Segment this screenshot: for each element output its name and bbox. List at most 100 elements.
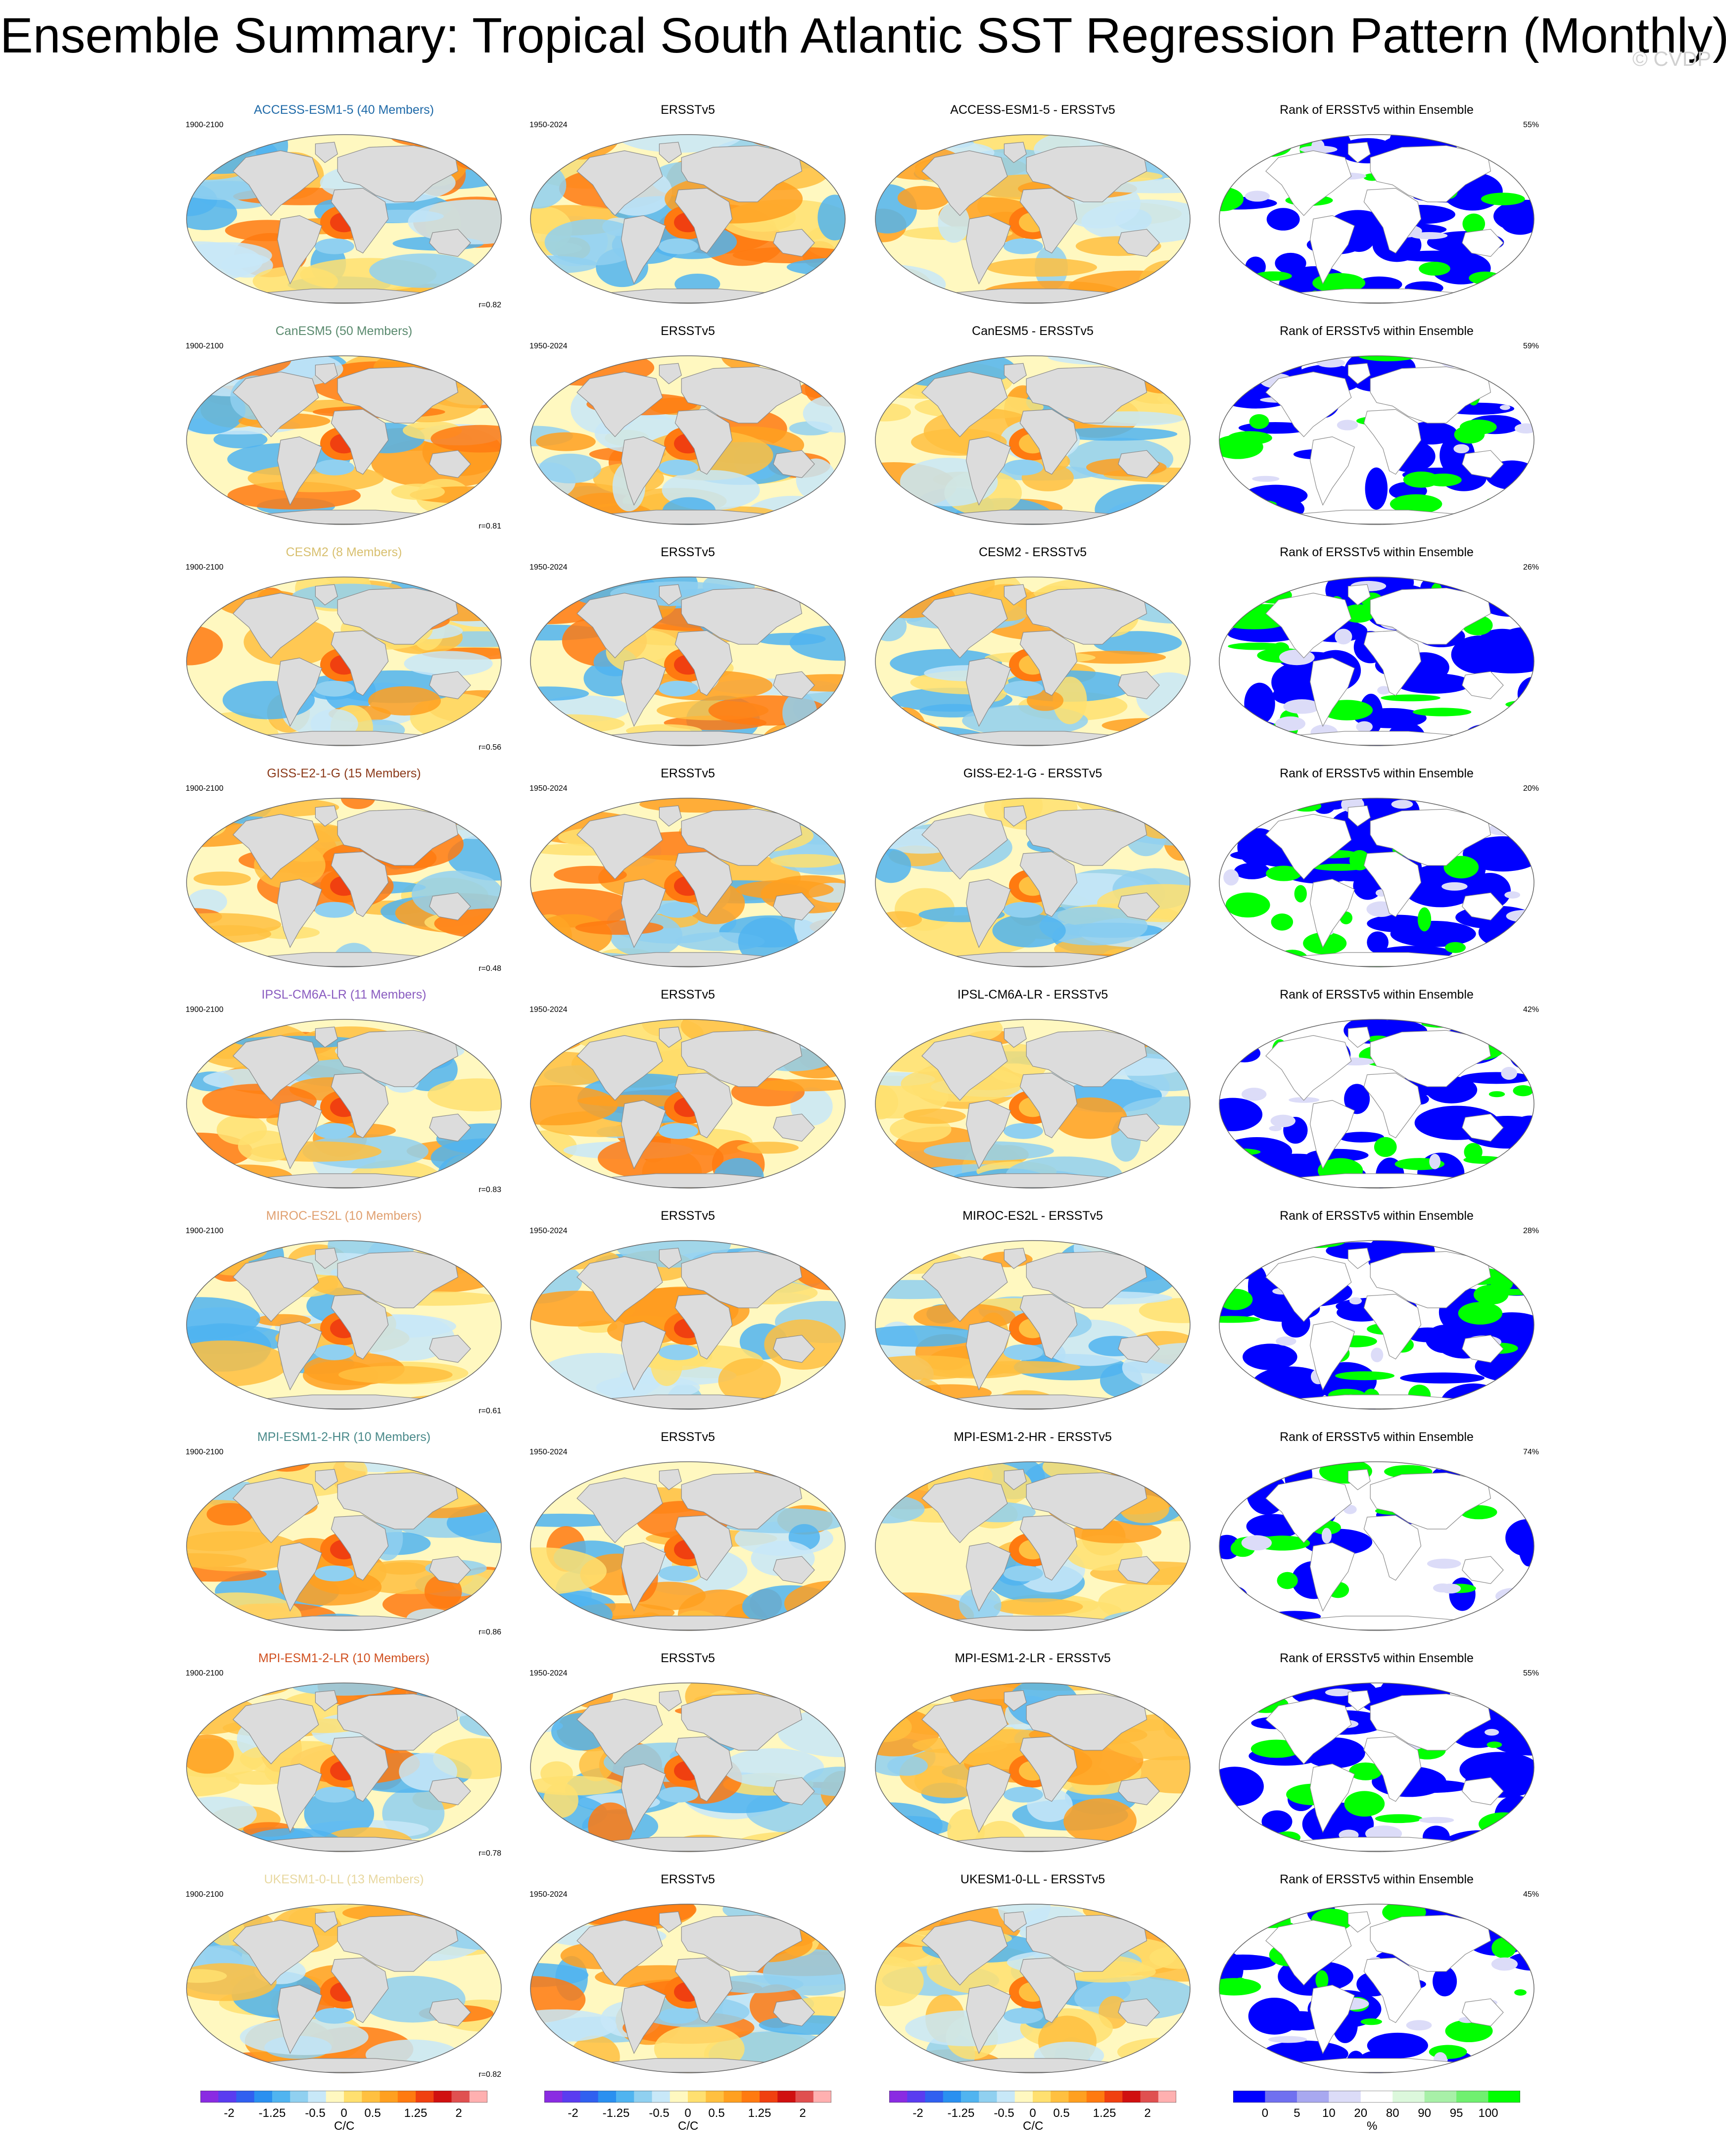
land-mass [773,892,815,921]
colorbar-tick: 0 [684,2107,691,2120]
sst-regression-map [186,798,502,967]
period-label: 1900-2100 [186,1227,224,1235]
panel-obs-row-5: ERSSTv5 1950-2024 [529,988,876,1205]
panel-title: Rank of ERSSTv5 within Ensemble [1280,1651,1474,1665]
panel-title: GISS-E2-1-G (15 Members) [267,767,421,780]
colorbar-swatch [1140,2091,1159,2103]
period-label: 1950-2024 [529,1890,568,1899]
rank-map [1219,576,1534,746]
land-mass [233,371,319,437]
period-label: 1900-2100 [186,1448,224,1456]
sst-regression-map [186,1019,502,1189]
land-mass [337,145,459,202]
land-mass [921,592,1008,659]
land-mass [1265,814,1352,880]
sst-regression-map [186,1240,502,1410]
panel-title: Rank of ERSSTv5 within Ensemble [1280,324,1474,338]
colorbar-swatch [326,2091,344,2103]
colorbar-swatch [943,2091,961,2103]
land-mass [1370,1251,1491,1308]
colorbar-swatch [813,2091,831,2103]
rank-percentage: 74% [1523,1448,1539,1456]
land-mass [576,371,663,437]
land-mass [921,371,1008,437]
land-mass [1309,1984,1355,2055]
panel-model-row-3: CESM2 (8 Members) 1900-2100 r=0.56 [186,545,532,763]
land-mass [1309,436,1355,506]
land-mass [1370,366,1491,424]
colorbar-tick: -1.25 [947,2107,975,2120]
panel-title: MPI-ESM1-2-LR - ERSSTv5 [955,1651,1111,1665]
sst-regression-map [530,1240,846,1410]
colorbar-sst-model: -2 -1.25 -0.5 0 0.5 1.25 2 C/C [200,2091,497,2145]
pattern-correlation: r=0.81 [479,522,501,530]
land-mass [681,809,803,866]
panel-obs-row-7: ERSSTv5 1950-2024 [529,1430,876,1648]
land-mass [1370,145,1491,202]
land-mass [1026,809,1148,866]
sst-regression-map [875,1682,1191,1852]
land-mass [1309,1763,1355,1833]
pattern-correlation: r=0.82 [479,301,501,309]
sst-regression-map [186,1904,502,2073]
pattern-correlation: r=0.61 [479,1407,501,1415]
land-mass [965,1984,1011,2055]
land-mass [331,409,389,475]
colorbar-tick: 100 [1478,2107,1498,2120]
period-label: 1900-2100 [186,1669,224,1677]
panel-diff-row-4: GISS-E2-1-G - ERSSTv5 [874,767,1221,984]
sst-regression-map [530,1461,846,1631]
land-mass [965,1100,1011,1170]
land-mass [1347,1469,1371,1490]
land-mass [576,592,663,659]
panel-diff-row-6: MIROC-ES2L - ERSSTv5 [874,1209,1221,1427]
land-mass [277,1763,322,1833]
land-mass [1309,215,1355,285]
sst-regression-map [875,1240,1191,1410]
land-mass [337,587,459,645]
colorbar-swatch [741,2091,760,2103]
land-mass [277,215,322,285]
colorbar-swatch [236,2091,255,2103]
land-mass [1026,366,1148,424]
colorbar-tick: -0.5 [305,2107,326,2120]
colorbar-swatches [1233,2091,1520,2103]
land-mass [1265,150,1352,216]
page-title: Ensemble Summary: Tropical South Atlanti… [0,8,1726,63]
rank-map [1219,1461,1534,1631]
sst-regression-map [875,355,1191,525]
land-mass [1118,1998,1160,2027]
colorbar-tick-labels: 0 5 10 20 80 90 95 100 [1233,2107,1520,2121]
rank-map [1219,1682,1534,1852]
land-mass [1265,1477,1352,1543]
colorbar-tick: 20 [1354,2107,1368,2120]
land-mass [1004,1469,1027,1490]
colorbar-tick: -1.25 [258,2107,286,2120]
land-mass [921,814,1008,880]
land-mass [773,671,815,700]
land-mass [1019,630,1078,696]
land-mass [277,1321,322,1391]
panel-obs-row-3: ERSSTv5 1950-2024 [529,545,876,763]
land-mass [965,1321,1011,1391]
panel-title: ERSSTv5 [661,324,715,338]
panel-diff-row-2: CanESM5 - ERSSTv5 [874,324,1221,542]
colorbar-swatch [979,2091,997,2103]
land-mass [1265,592,1352,659]
land-mass [1026,1693,1148,1751]
colorbar-tick-labels: -2 -1.25 -0.5 0 0.5 1.25 2 [544,2107,831,2121]
colorbar-swatch [1033,2091,1051,2103]
panel-title: ERSSTv5 [661,1651,715,1665]
land-mass [1462,1998,1504,2027]
land-mass [1370,809,1491,866]
land-mass [576,1698,663,1765]
panel-title: UKESM1-0-LL (13 Members) [264,1872,424,1886]
panel-title: Rank of ERSSTv5 within Ensemble [1280,767,1474,780]
land-mass [674,851,733,917]
land-mass [1462,229,1504,257]
colorbar-swatches [889,2091,1176,2103]
colorbar-swatch [380,2091,398,2103]
land-mass [674,1957,733,2023]
panel-model-row-2: CanESM5 (50 Members) 1900-2100 r=0.81 [186,324,532,542]
colorbar-swatch [1424,2091,1457,2103]
